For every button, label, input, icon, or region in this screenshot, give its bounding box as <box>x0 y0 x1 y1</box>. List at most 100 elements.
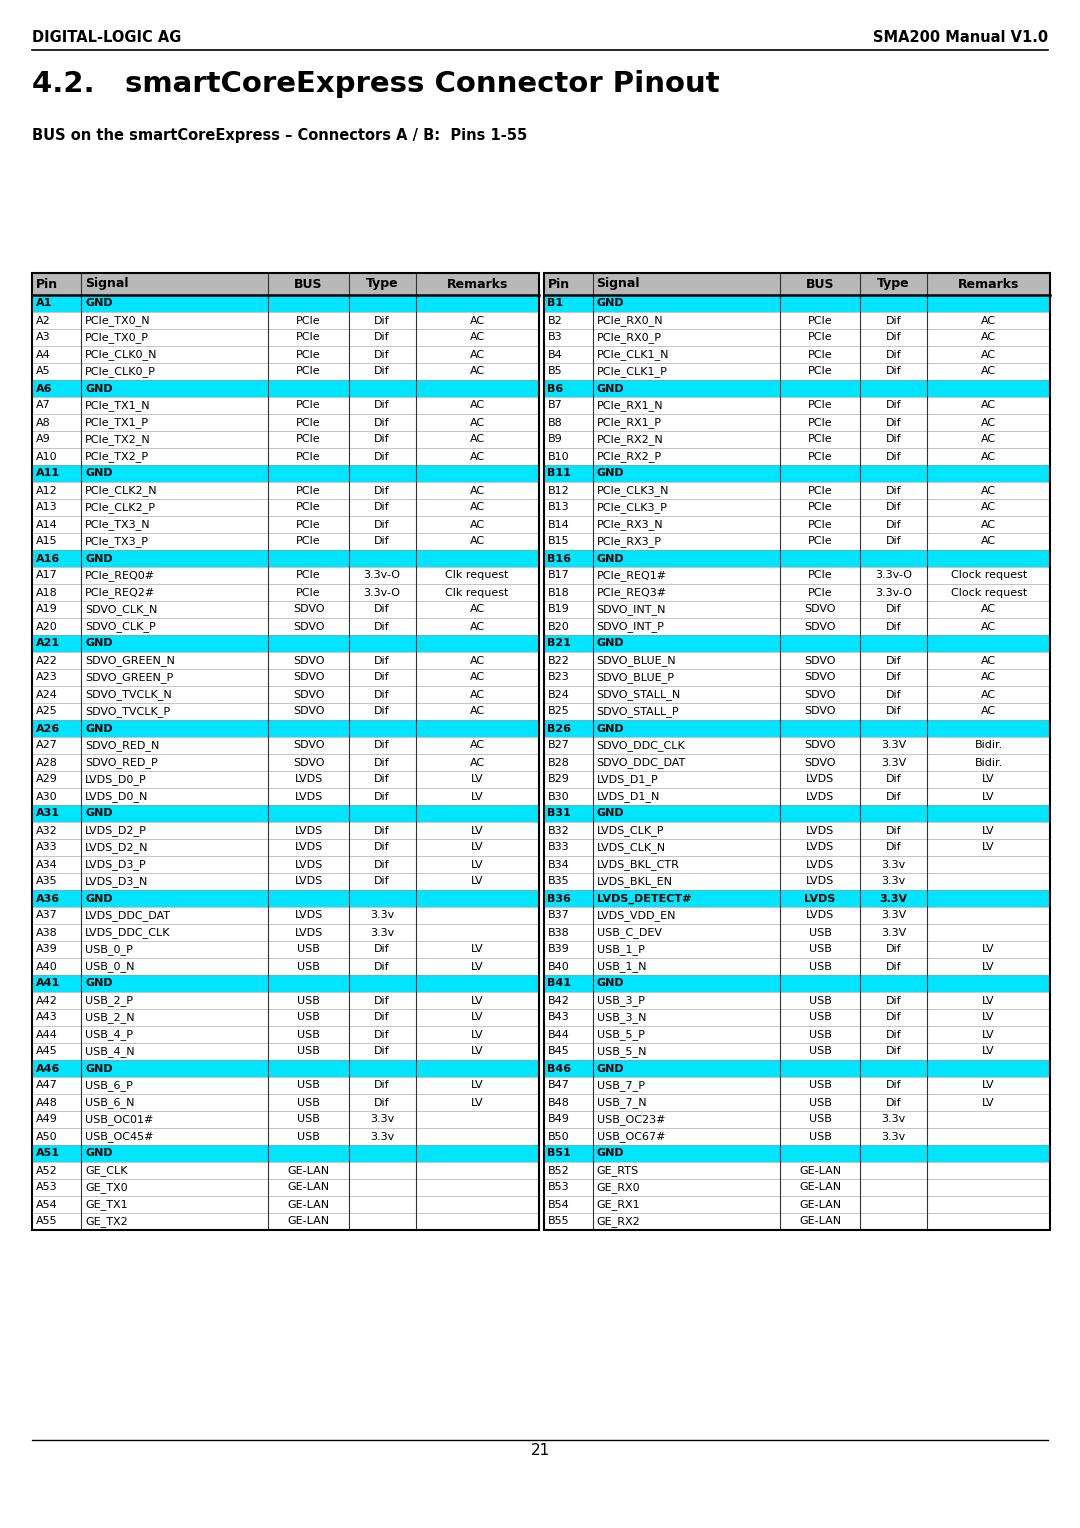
Bar <box>32 636 81 652</box>
Text: Clk request: Clk request <box>445 587 509 597</box>
Text: GE_RX2: GE_RX2 <box>596 1216 640 1227</box>
Bar <box>860 1025 928 1044</box>
Bar <box>543 889 593 908</box>
Bar <box>416 924 539 941</box>
Bar <box>416 872 539 889</box>
Bar <box>32 839 81 856</box>
Text: A34: A34 <box>36 859 57 869</box>
Bar <box>543 567 593 584</box>
Bar <box>543 397 593 414</box>
Text: A2: A2 <box>36 315 51 325</box>
Bar <box>349 414 416 431</box>
Text: PCIe: PCIe <box>808 333 833 342</box>
Bar <box>349 431 416 448</box>
Text: USB: USB <box>809 1114 832 1125</box>
Bar <box>860 1111 928 1128</box>
Text: GE-LAN: GE-LAN <box>799 1166 841 1175</box>
Bar <box>593 788 780 805</box>
Text: Dif: Dif <box>375 1013 390 1022</box>
Text: SDVO_BLUE_P: SDVO_BLUE_P <box>596 672 675 683</box>
Bar <box>269 364 349 380</box>
Bar <box>543 380 593 397</box>
Bar <box>416 720 539 736</box>
Text: A55: A55 <box>36 1216 57 1227</box>
Text: PCIe_RX1_P: PCIe_RX1_P <box>596 417 662 428</box>
Text: AC: AC <box>981 400 996 411</box>
Bar <box>416 431 539 448</box>
Text: USB_OC45#: USB_OC45# <box>85 1131 153 1141</box>
Bar <box>416 312 539 329</box>
Bar <box>349 380 416 397</box>
Bar <box>928 274 1050 295</box>
Bar <box>780 380 860 397</box>
Text: SDVO_INT_N: SDVO_INT_N <box>596 604 666 614</box>
Text: GE_RX0: GE_RX0 <box>596 1183 640 1193</box>
Bar <box>32 533 81 550</box>
Bar <box>32 1060 81 1077</box>
Bar <box>928 958 1050 975</box>
Text: Dif: Dif <box>886 605 902 614</box>
Bar <box>543 958 593 975</box>
Bar <box>860 788 928 805</box>
Text: B10: B10 <box>548 451 569 461</box>
Text: Dif: Dif <box>886 503 902 512</box>
Bar <box>780 1094 860 1111</box>
Text: LV: LV <box>983 1097 995 1108</box>
Text: 3.3v: 3.3v <box>370 911 394 920</box>
Bar <box>269 448 349 465</box>
Text: PCIe_CLK2_N: PCIe_CLK2_N <box>85 484 158 497</box>
Text: Dif: Dif <box>886 842 902 853</box>
Text: PCIe_CLK1_P: PCIe_CLK1_P <box>596 367 667 377</box>
Bar <box>81 550 269 567</box>
Text: LVDS: LVDS <box>806 911 834 920</box>
Bar <box>269 312 349 329</box>
Bar <box>416 908 539 924</box>
Text: SDVO: SDVO <box>293 689 324 700</box>
Bar <box>349 567 416 584</box>
Text: Dif: Dif <box>375 689 390 700</box>
Text: SDVO_STALL_P: SDVO_STALL_P <box>596 706 679 717</box>
Bar <box>593 274 780 295</box>
Text: PCIe: PCIe <box>808 486 833 495</box>
Text: Dif: Dif <box>886 1047 902 1056</box>
Bar <box>593 889 780 908</box>
Bar <box>860 550 928 567</box>
Bar <box>416 1180 539 1196</box>
Text: PCIe: PCIe <box>808 434 833 445</box>
Bar <box>928 1044 1050 1060</box>
Text: PCIe: PCIe <box>296 417 321 428</box>
Bar <box>860 329 928 345</box>
Bar <box>593 1180 780 1196</box>
Text: USB: USB <box>809 996 832 1005</box>
Bar <box>860 533 928 550</box>
Text: A50: A50 <box>36 1132 57 1141</box>
Text: B23: B23 <box>548 672 569 683</box>
Bar <box>928 397 1050 414</box>
Text: GND: GND <box>85 298 112 309</box>
Bar <box>349 822 416 839</box>
Text: GND: GND <box>596 808 624 819</box>
Text: LV: LV <box>983 961 995 972</box>
Bar <box>543 1144 593 1161</box>
Bar <box>416 481 539 500</box>
Text: A28: A28 <box>36 758 58 767</box>
Bar <box>860 1094 928 1111</box>
Text: AC: AC <box>981 656 996 666</box>
Text: A30: A30 <box>36 792 57 802</box>
Bar <box>860 1144 928 1161</box>
Bar <box>32 720 81 736</box>
Text: LV: LV <box>471 792 484 802</box>
Text: 4.2.   smartCoreExpress Connector Pinout: 4.2. smartCoreExpress Connector Pinout <box>32 70 719 98</box>
Bar <box>349 1196 416 1213</box>
Bar <box>416 448 539 465</box>
Bar <box>32 889 81 908</box>
Bar <box>416 703 539 720</box>
Bar <box>416 1077 539 1094</box>
Bar <box>269 703 349 720</box>
Text: B41: B41 <box>548 978 571 989</box>
Text: USB_2_N: USB_2_N <box>85 1012 135 1022</box>
Bar <box>593 1161 780 1180</box>
Bar <box>928 1196 1050 1213</box>
Text: LV: LV <box>471 944 484 955</box>
Text: 21: 21 <box>530 1442 550 1458</box>
